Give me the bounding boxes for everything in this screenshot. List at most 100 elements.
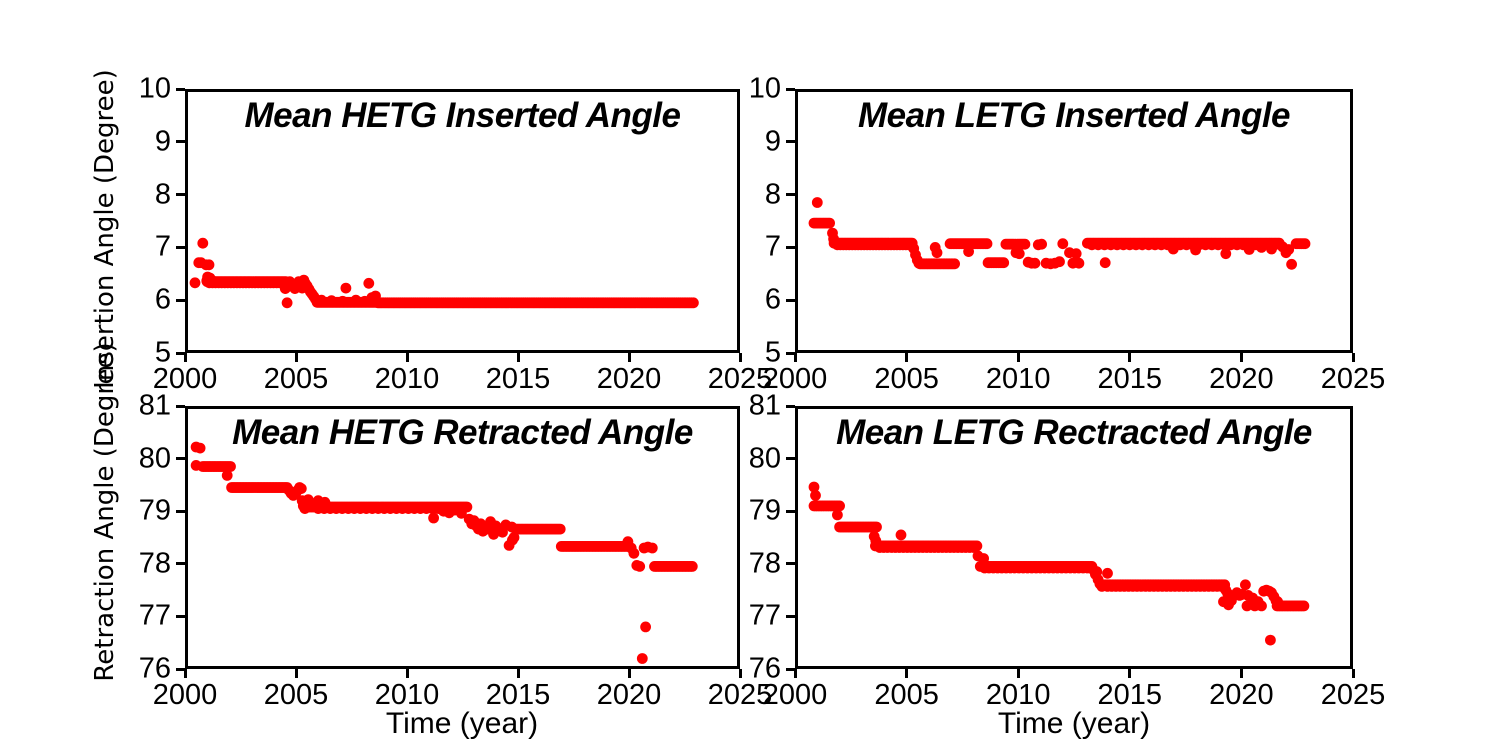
y-tick: [176, 351, 185, 355]
x-tick-label: 2020: [1209, 363, 1274, 395]
y-tick: [176, 404, 185, 408]
x-tick-label: 2005: [263, 679, 329, 711]
x-tick: [405, 669, 409, 678]
y-tick: [176, 298, 185, 302]
panel-letg-retracted: Mean LETG Rectracted Angle: [795, 406, 1353, 669]
x-tick-label: 2010: [374, 363, 440, 395]
x-tick: [738, 353, 742, 362]
x-tick: [405, 353, 409, 362]
y-tick: [786, 351, 795, 355]
y-tick-label: 10: [748, 72, 781, 105]
x-tick: [1128, 353, 1132, 362]
x-tick: [1239, 669, 1243, 678]
panel-letg-inserted: Mean LETG Inserted Angle: [795, 89, 1353, 353]
y-tick-label: 79: [138, 494, 171, 527]
y-tick: [786, 509, 795, 513]
x-tick-label: 2010: [985, 679, 1051, 711]
y-axis-label-insertion: Insertion Angle (Degree): [90, 69, 120, 389]
y-tick-label: 79: [748, 494, 781, 527]
y-tick: [786, 87, 795, 91]
x-axis-label-left: Time (year): [385, 707, 539, 740]
y-tick: [786, 457, 795, 461]
y-tick: [786, 193, 795, 197]
y-tick-label: 8: [764, 178, 781, 211]
x-tick-label: 2020: [596, 679, 662, 711]
x-tick: [1351, 669, 1355, 678]
y-tick-label: 9: [154, 125, 171, 158]
x-tick-label: 2005: [874, 679, 939, 711]
x-tick: [183, 353, 187, 362]
x-tick: [183, 669, 187, 678]
x-tick: [905, 353, 909, 362]
chart-title-hetg-inserted: Mean HETG Inserted Angle: [244, 96, 681, 135]
chart-title-hetg-retracted: Mean HETG Retracted Angle: [232, 413, 693, 452]
x-tick: [627, 669, 631, 678]
x-tick: [1016, 669, 1020, 678]
y-tick: [176, 245, 185, 249]
x-tick: [516, 669, 520, 678]
x-tick: [1128, 669, 1132, 678]
x-tick-label: 2020: [1209, 679, 1274, 711]
y-tick: [176, 614, 185, 618]
y-tick-label: 5: [154, 336, 171, 369]
x-tick-label: 2005: [263, 363, 329, 395]
y-axis-label-retraction: Retraction Angle (Degree): [90, 342, 120, 682]
scatter-plot-hetg-retracted: [190, 441, 698, 664]
x-tick: [1239, 353, 1243, 362]
y-tick-label: 78: [138, 547, 171, 580]
chart-title-letg-inserted: Mean LETG Inserted Angle: [857, 96, 1291, 135]
panel-hetg-retracted: Mean HETG Retracted Angle: [185, 406, 740, 669]
x-tick-label: 2000: [152, 679, 218, 711]
y-tick-label: 81: [138, 389, 171, 422]
y-tick: [176, 140, 185, 144]
y-tick-label: 77: [748, 599, 781, 632]
y-tick-label: 9: [764, 125, 781, 158]
x-tick: [627, 353, 631, 362]
y-tick: [786, 614, 795, 618]
y-tick: [786, 562, 795, 566]
x-tick-label: 2020: [596, 363, 662, 395]
y-tick: [176, 667, 185, 671]
y-tick-label: 5: [764, 336, 781, 369]
y-tick-label: 80: [748, 442, 781, 475]
x-tick-label: 2015: [485, 363, 551, 395]
x-tick: [294, 669, 298, 678]
y-tick: [176, 509, 185, 513]
chart-title-letg-retracted: Mean LETG Rectracted Angle: [836, 413, 1312, 452]
y-tick-label: 77: [138, 599, 171, 632]
x-axis-label-right: Time (year): [997, 707, 1151, 740]
scatter-plot-hetg-inserted: [189, 237, 699, 309]
y-tick-label: 76: [748, 652, 781, 685]
x-tick-label: 2025: [1320, 679, 1386, 711]
x-tick: [793, 669, 797, 678]
y-tick-label: 7: [154, 230, 171, 263]
y-tick-label: 76: [138, 652, 171, 685]
x-tick: [516, 353, 520, 362]
y-tick: [786, 245, 795, 249]
y-tick: [786, 667, 795, 671]
x-tick-label: 2000: [152, 363, 218, 395]
y-tick-label: 10: [138, 72, 171, 105]
y-tick-label: 6: [764, 283, 781, 316]
x-tick: [1351, 353, 1355, 362]
y-tick: [786, 298, 795, 302]
y-tick: [176, 562, 185, 566]
y-tick-label: 8: [154, 178, 171, 211]
scatter-plot-letg-retracted: [808, 481, 1310, 646]
y-tick-label: 7: [764, 230, 781, 263]
y-tick: [176, 87, 185, 91]
x-tick-label: 2025: [707, 679, 773, 711]
x-tick: [738, 669, 742, 678]
y-tick-label: 6: [154, 283, 171, 316]
x-tick-label: 2015: [485, 679, 551, 711]
x-tick-label: 2010: [985, 363, 1051, 395]
x-tick-label: 2025: [1320, 363, 1386, 395]
x-tick: [905, 669, 909, 678]
x-tick: [1016, 353, 1020, 362]
x-tick: [294, 353, 298, 362]
y-tick-label: 80: [138, 442, 171, 475]
y-tick-label: 78: [748, 547, 781, 580]
x-tick-label: 2005: [874, 363, 939, 395]
y-tick-label: 81: [748, 389, 781, 422]
